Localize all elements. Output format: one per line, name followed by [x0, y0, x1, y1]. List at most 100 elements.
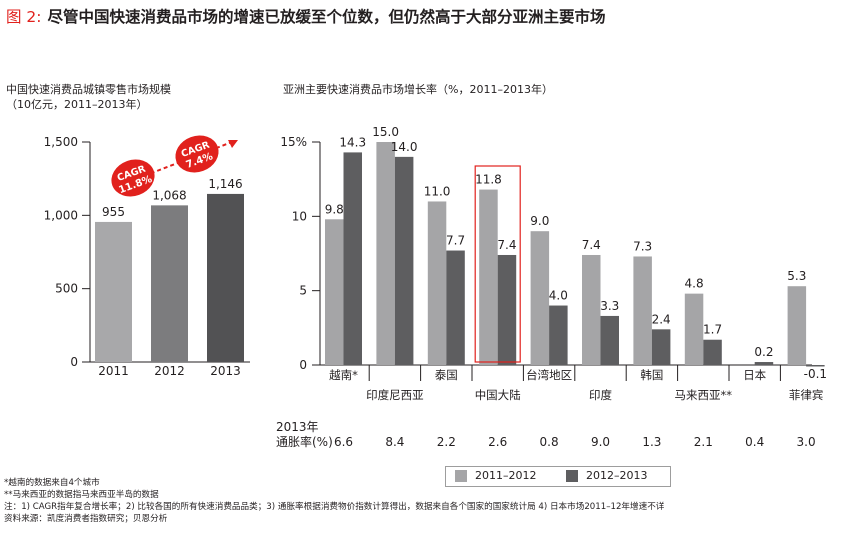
right-bar-2011-2012 [582, 254, 601, 365]
right-bar-2012-2013 [549, 305, 568, 365]
left-bar [207, 193, 244, 362]
right-category-label: 韩国 [640, 368, 663, 382]
legend-swatch-light [455, 469, 467, 482]
inflation-value: 0.8 [540, 435, 559, 449]
cagr-badge [175, 135, 219, 173]
right-bar-2012-2013 [754, 362, 774, 365]
right-value-label: 1.7 [703, 323, 722, 337]
left-ytick-label: 500 [55, 282, 78, 296]
right-category-label: 印度尼西亚 [366, 388, 424, 402]
cagr-arrow-head [228, 140, 238, 148]
right-category-label: 日本 [743, 368, 766, 382]
right-category-label: 泰国 [435, 368, 458, 382]
left-chart-title: 中国快速消费品城镇零售市场规模 （10亿元，2011–2013年） [6, 82, 171, 112]
legend-item-2012-2013: 2012–2013 [566, 469, 648, 482]
figure-title-text: 尽管中国快速消费品市场的增速已放缓至个位数，但仍然高于大部分亚洲主要市场 [47, 8, 606, 26]
right-value-label: 4.0 [549, 289, 568, 303]
legend-swatch-dark [566, 469, 578, 482]
right-value-label: 4.8 [685, 277, 704, 291]
right-bar-2012-2013 [806, 365, 825, 367]
right-value-label: 9.0 [530, 214, 549, 228]
legend-label-2012-2013: 2012–2013 [586, 469, 648, 482]
left-value-label: 1,068 [152, 188, 186, 202]
inflation-value: 3.0 [797, 435, 816, 449]
right-value-label: 7.4 [497, 238, 516, 252]
right-bar-2011-2012 [479, 189, 498, 365]
footnotes: *越南的数据来自4个城市 **马来西亚的数据指马来西亚半岛的数据 注：1) CA… [4, 477, 664, 525]
inflation-value: 2.6 [488, 435, 507, 449]
right-bar-2012-2013 [600, 315, 619, 365]
footnote-notes: 注：1) CAGR指年复合增长率；2) 比较各国的所有快速消费品品类；3) 通胀… [4, 502, 665, 512]
right-chart-title: 亚洲主要快速消费品市场增长率（%，2011–2013年） [283, 83, 553, 96]
inflation-label-line2: 通胀率(%) [276, 434, 333, 449]
legend-item-2011-2012: 2011–2012 [455, 469, 537, 482]
left-ytick-label: 1,000 [44, 208, 78, 222]
left-category-label: 2012 [154, 364, 185, 378]
inflation-value: 8.4 [385, 435, 404, 449]
inflation-value: 2.2 [437, 435, 456, 449]
left-ytick-label: 1,500 [44, 135, 78, 149]
inflation-value: 1.3 [642, 435, 661, 449]
right-value-label: 11.8 [475, 173, 502, 187]
right-bar-2011-2012 [633, 256, 652, 365]
right-category-label: 马来西亚** [675, 388, 733, 402]
right-value-label: -0.1 [804, 367, 827, 381]
right-bar-2012-2013 [343, 152, 362, 365]
footnote-source: 资料来源：凯度消费者指数研究；贝恩分析 [4, 514, 168, 524]
inflation-value: 9.0 [591, 435, 610, 449]
right-category-label: 台湾地区 [526, 368, 572, 382]
left-category-label: 2013 [210, 364, 241, 378]
left-category-label: 2011 [98, 364, 129, 378]
figure-title: 图 2: 尽管中国快速消费品市场的增速已放缓至个位数，但仍然高于大部分亚洲主要市场 [6, 5, 606, 27]
inflation-label-line1: 2013年 [276, 420, 319, 434]
right-bar-2011-2012 [684, 293, 704, 365]
right-value-label: 2.4 [652, 312, 671, 326]
right-value-label: 7.7 [446, 234, 465, 248]
right-bar-2012-2013 [651, 329, 671, 365]
right-category-label: 菲律宾 [789, 388, 824, 402]
right-value-label: 11.0 [424, 184, 451, 198]
right-ytick-label: 5 [299, 284, 307, 298]
right-ytick-label: 10 [292, 209, 307, 223]
inflation-value: 0.4 [745, 435, 764, 449]
chart-legend: 2011–2012 2012–2013 [445, 466, 671, 487]
china-highlight-box [474, 165, 521, 363]
legend-label-2011-2012: 2011–2012 [475, 469, 537, 482]
left-bar [151, 205, 188, 362]
right-bar-2011-2012 [376, 142, 395, 365]
footnote-malaysia: **马来西亚的数据指马来西亚半岛的数据 [4, 490, 159, 500]
right-bar-2012-2013 [497, 254, 517, 365]
right-ytick-label: 0 [299, 358, 307, 372]
right-value-label: 7.4 [582, 238, 601, 252]
left-chart-title-line1: 中国快速消费品城镇零售市场规模 [6, 83, 171, 96]
right-ytick-label: 15% [280, 135, 307, 149]
left-bar [95, 221, 132, 362]
right-value-label: 7.3 [633, 239, 652, 253]
right-value-label: 0.2 [754, 345, 773, 359]
right-bar-2011-2012 [787, 286, 807, 365]
inflation-value: 6.6 [334, 435, 353, 449]
right-value-label: 5.3 [787, 269, 806, 283]
right-value-label: 3.3 [600, 299, 619, 313]
right-category-label: 越南* [329, 368, 358, 382]
right-bar-2012-2013 [394, 156, 414, 365]
right-category-label: 中国大陆 [475, 388, 521, 402]
left-ytick-label: 0 [70, 355, 78, 369]
right-bar-2011-2012 [530, 231, 550, 365]
figure-label: 图 2: [6, 8, 42, 26]
right-bar-2012-2013 [703, 339, 722, 365]
right-value-label: 14.3 [339, 135, 366, 149]
footnote-vietnam: *越南的数据来自4个城市 [4, 478, 100, 488]
right-value-label: 15.0 [372, 125, 399, 139]
inflation-value: 2.1 [694, 435, 713, 449]
right-bar-2011-2012 [427, 201, 447, 365]
right-value-label: 9.8 [325, 202, 344, 216]
right-bar-2012-2013 [446, 250, 465, 365]
cagr-badge [111, 159, 155, 197]
right-category-label: 印度 [589, 388, 612, 402]
right-bar-2011-2012 [325, 219, 344, 365]
right-value-label: 14.0 [391, 140, 418, 154]
left-value-label: 955 [102, 205, 125, 219]
left-chart-title-line2: （10亿元，2011–2013年） [6, 98, 148, 111]
